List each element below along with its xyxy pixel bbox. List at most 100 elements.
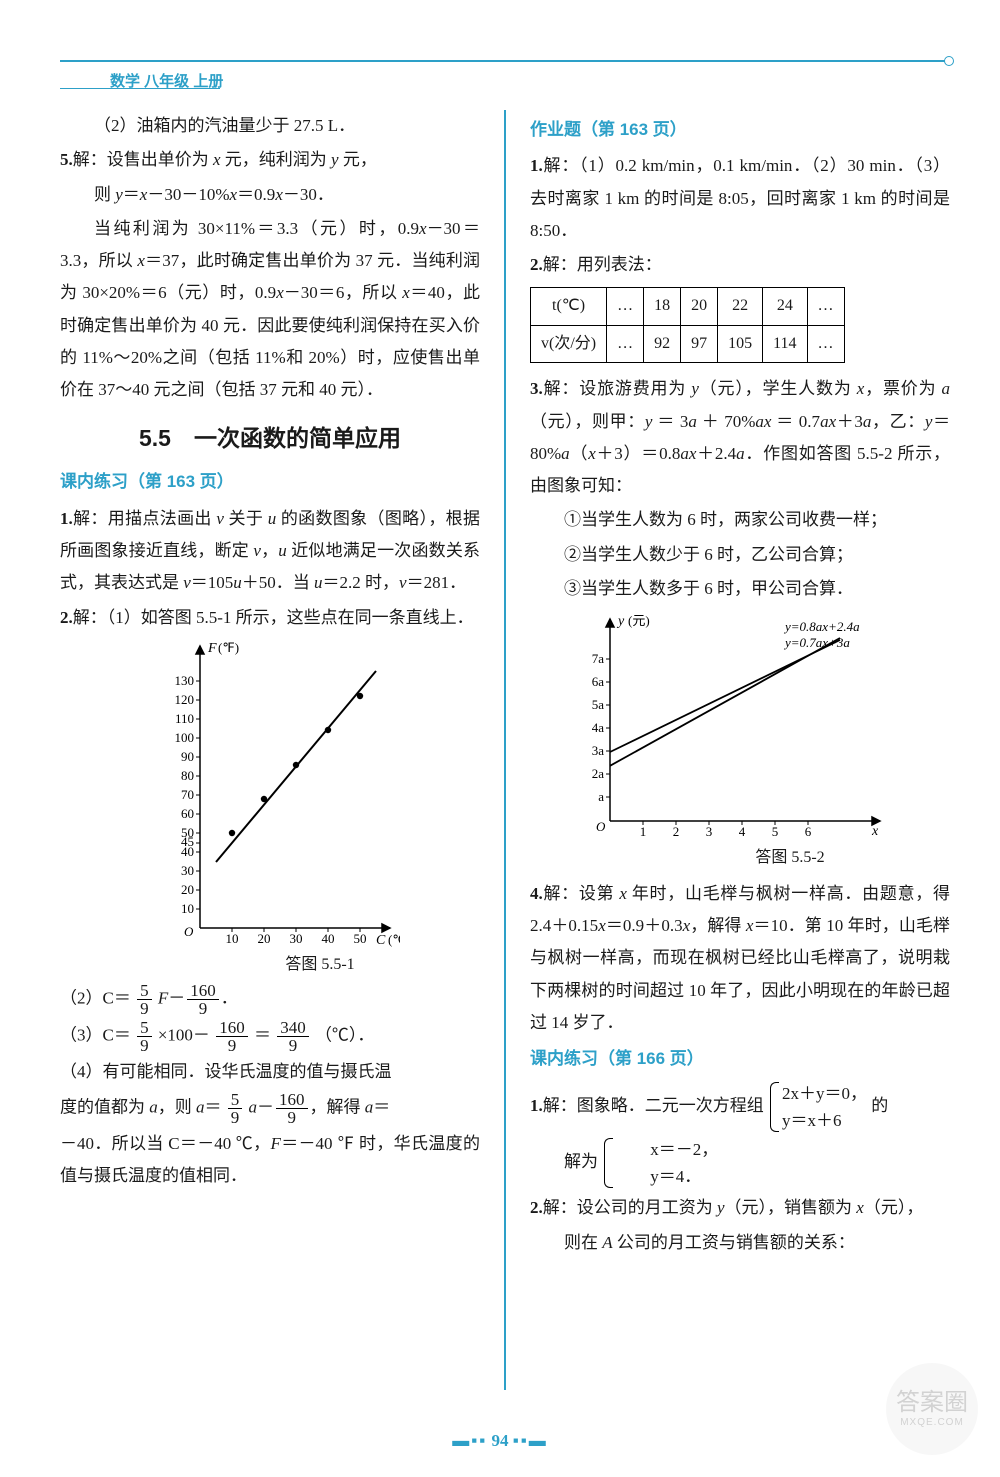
text-line: 解为 x＝－2， y＝4． (530, 1136, 950, 1190)
fraction: 1609 (187, 982, 219, 1017)
svg-text:80: 80 (181, 768, 194, 783)
svg-text:30: 30 (290, 931, 303, 946)
svg-text:2: 2 (673, 824, 680, 839)
eq: y＝4． (616, 1163, 718, 1190)
svg-text:110: 110 (175, 711, 194, 726)
text-block: 1.解：用描点法画出 v 关于 u 的函数图象（图略），根据所画图象接近直线，断… (60, 503, 480, 600)
text: （2）C＝ (60, 989, 131, 1008)
text-line: （2）C＝ 59 F F－－1609． (60, 982, 480, 1017)
text-line: 5.5.解：设售出单价为 x 元，纯利润为 y 元，解：设售出单价为 x 元，纯… (60, 144, 480, 176)
table-cell: 114 (763, 325, 807, 362)
chart-caption: 答图 5.5-1 (160, 950, 480, 980)
text-line: 度的值都为 a，则 a＝度的值都为 a，则 a＝ 59 a－1609，解得 a＝ (60, 1091, 480, 1126)
text: ×100－ (158, 1026, 210, 1045)
text-block: 当纯利润为 30×11%＝3.3（元）时，0.9x－30＝3.3，所以 x＝37… (60, 213, 480, 407)
subsection-heading: 课内练习（第 166 页） (530, 1043, 950, 1075)
subsection-heading: 课内练习（第 163 页） (60, 466, 480, 498)
text-line: 则 y＝x－30－10%x＝0.9x－30． (60, 179, 480, 211)
svg-text:130: 130 (175, 673, 195, 688)
book-title: 数学 八年级 上册 (110, 68, 223, 97)
table-cell: v(次/分) (531, 325, 607, 362)
svg-text:(℃): (℃) (388, 932, 400, 947)
svg-text:C: C (376, 933, 386, 948)
svg-text:6: 6 (805, 824, 812, 839)
table-cell: 97 (681, 325, 718, 362)
chart-svg: O a2a3a 4a5a6a 7a 123 456 (570, 611, 900, 841)
eq: 2x＋y＝0， (782, 1080, 867, 1107)
left-column: （2）油箱内的汽油量少于 27.5 L． 5.5.解：设售出单价为 x 元，纯利… (60, 110, 480, 1390)
text-line: （4）有可能相同．设华氏温度的值与摄氏温 (60, 1056, 480, 1088)
text-line: －40．所以当 C＝－40 ℃，F＝－40 ℉ 时，华氏温度的值与摄氏温度的值相… (60, 1128, 480, 1193)
chart-svg: O 102030 404550 607080 90100110 120130 (160, 638, 400, 948)
text: 解：设售出单价为 x 元，纯利润为 y 元， (73, 150, 377, 169)
page-number-value: 94 (492, 1431, 509, 1450)
table-cell: 20 (681, 288, 718, 325)
text: 的 (871, 1096, 888, 1115)
svg-text:1: 1 (640, 824, 647, 839)
data-table: t(℃) … 18 20 22 24 … v(次/分) … 92 97 105 … (530, 287, 845, 363)
watermark: 答案圈 MXQE.COM (886, 1363, 978, 1455)
chart-5-5-2: O a2a3a 4a5a6a 7a 123 456 (570, 611, 950, 873)
svg-text:10: 10 (181, 901, 194, 916)
svg-text:6a: 6a (592, 674, 605, 689)
text-line: 2.2.解：用列表法：解：用列表法： (530, 249, 950, 281)
svg-text:60: 60 (181, 806, 194, 821)
text: 解为 (564, 1152, 602, 1171)
fraction: 59 (137, 982, 152, 1017)
text-line: 则在 A 公司的月工资与销售额的关系： (530, 1227, 950, 1259)
eq: y＝x＋6 (782, 1107, 867, 1134)
svg-text:O: O (184, 924, 194, 939)
table-cell: … (807, 325, 844, 362)
svg-text:5: 5 (772, 824, 779, 839)
text-line: （2）油箱内的汽油量少于 27.5 L． (60, 110, 480, 142)
table-cell: … (607, 325, 644, 362)
svg-text:4a: 4a (592, 720, 605, 735)
svg-text:5a: 5a (592, 697, 605, 712)
svg-text:90: 90 (181, 749, 194, 764)
svg-text:F: F (207, 641, 217, 656)
header-rule-under (60, 88, 220, 89)
svg-text:120: 120 (175, 692, 195, 707)
svg-text:y=0.8ax+2.4a: y=0.8ax+2.4a (783, 619, 860, 634)
svg-text:x: x (871, 824, 879, 839)
svg-text:40: 40 (322, 931, 335, 946)
table-cell: 92 (644, 325, 681, 362)
text-line: 2.解：（1）如答图 5.5-1 所示，这些点在同一条直线上． (60, 602, 480, 634)
text: ＝ (254, 1026, 271, 1045)
table-cell: 18 (644, 288, 681, 325)
table-row: v(次/分) … 92 97 105 114 … (531, 325, 845, 362)
svg-text:70: 70 (181, 787, 194, 802)
svg-text:y=0.7ax+3a: y=0.7ax+3a (783, 635, 850, 650)
svg-text:4: 4 (739, 824, 746, 839)
text-line: ②当学生人数少于 6 时，乙公司合算； (530, 539, 950, 571)
deco-icon: ▪▪▬ (513, 1431, 548, 1450)
table-row: t(℃) … 18 20 22 24 … (531, 288, 845, 325)
right-column: 作业题（第 163 页） 1.解：（1）0.2 km/min，0.1 km/mi… (530, 110, 950, 1390)
text-block: 3.解：设旅游费用为 y（元），学生人数为 x，票价为 a（元），则甲：y ＝ … (530, 373, 950, 502)
table-cell: 105 (718, 325, 763, 362)
svg-text:a: a (598, 789, 604, 804)
text: ． (221, 989, 238, 1008)
equation-system: x＝－2， y＝4． (602, 1136, 718, 1190)
svg-text:10: 10 (226, 931, 239, 946)
svg-text:(℉): (℉) (218, 640, 239, 655)
subsection-heading: 作业题（第 163 页） (530, 114, 950, 146)
text-block: 1.解：（1）0.2 km/min，0.1 km/min．（2）30 min．（… (530, 150, 950, 247)
text: （℃）． (315, 1026, 375, 1045)
page-number: ▬▪▪ 94 ▪▪▬ (0, 1425, 1000, 1457)
table-cell: … (807, 288, 844, 325)
text-line: ③当学生人数多于 6 时，甲公司合算． (530, 573, 950, 605)
text-line: 1.1.解：图象略．二元一次方程组 解：图象略．二元一次方程组 2x＋y＝0， … (530, 1080, 950, 1134)
svg-text:20: 20 (181, 882, 194, 897)
content-columns: （2）油箱内的汽油量少于 27.5 L． 5.5.解：设售出单价为 x 元，纯利… (60, 110, 950, 1390)
chart-5-5-1: O 102030 404550 607080 90100110 120130 (160, 638, 480, 980)
svg-text:50: 50 (181, 825, 194, 840)
text-line: ①当学生人数为 6 时，两家公司收费一样； (530, 504, 950, 536)
text-block: 4.解：设第 x 年时，山毛榉与枫树一样高．由题意，得 2.4＋0.15x＝0.… (530, 878, 950, 1039)
svg-text:100: 100 (175, 730, 195, 745)
deco-icon: ▬▪▪ (452, 1431, 487, 1450)
svg-text:30: 30 (181, 863, 194, 878)
eq: x＝－2， (616, 1136, 718, 1163)
table-cell: t(℃) (531, 288, 607, 325)
svg-text:3a: 3a (592, 743, 605, 758)
